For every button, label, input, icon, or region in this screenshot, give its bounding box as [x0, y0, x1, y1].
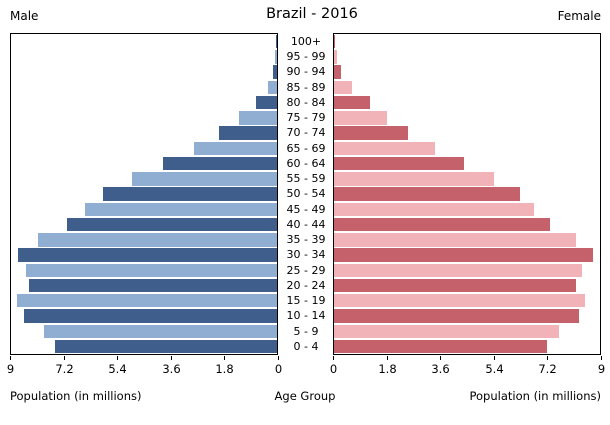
- male-tick-0-label: 0: [274, 362, 283, 376]
- female-tick-0-mark: [333, 356, 334, 360]
- female-tick-7.2-mark: [547, 356, 548, 360]
- male-tick-1.8-mark: [224, 356, 225, 360]
- female-tick-9-label: 9: [597, 362, 606, 376]
- male-bar-0-4: [55, 339, 277, 354]
- male-bar-5-9: [43, 324, 277, 338]
- age-label-15-19: 15 - 19: [286, 294, 326, 308]
- female-plot-area: [333, 33, 601, 355]
- age-label-10-14: 10 - 14: [286, 309, 326, 323]
- male-bar-45-49: [84, 202, 277, 217]
- female-tick-3.6-mark: [440, 356, 441, 360]
- age-label-45-49: 45 - 49: [286, 202, 326, 216]
- male-tick-1.8-label: 1.8: [215, 362, 234, 376]
- female-bar-60-64: [334, 156, 464, 171]
- female-bar-80-84: [334, 95, 370, 110]
- male-tick-0-mark: [278, 356, 279, 360]
- male-bar-35-39: [37, 233, 277, 247]
- male-bar-55-59: [132, 172, 277, 186]
- age-group-axis-label: Age Group: [274, 389, 336, 403]
- age-label-90-94: 90 - 94: [286, 65, 326, 79]
- female-bar-35-39: [334, 233, 577, 247]
- age-label-100plus: 100+: [290, 35, 322, 48]
- female-tick-7.2-label: 7.2: [538, 362, 557, 376]
- age-label-35-39: 35 - 39: [286, 233, 326, 247]
- male-bar-30-34: [18, 248, 277, 262]
- female-bar-50-54: [334, 187, 521, 201]
- chart-title: Brazil - 2016: [266, 6, 358, 22]
- male-tick-3.6-mark: [171, 356, 172, 360]
- age-label-85-89: 85 - 89: [286, 80, 326, 94]
- female-tick-1.8-label: 1.8: [378, 362, 397, 376]
- female-side-label: Female: [557, 9, 601, 23]
- female-tick-3.6-label: 3.6: [431, 362, 450, 376]
- male-bar-75-79: [238, 111, 277, 125]
- male-tick-3.6-label: 3.6: [162, 362, 181, 376]
- age-label-0-4: 0 - 4: [293, 339, 319, 353]
- female-bar-75-79: [334, 111, 388, 125]
- male-tick-7.2-label: 7.2: [55, 362, 74, 376]
- age-label-75-79: 75 - 79: [286, 111, 326, 125]
- age-label-65-69: 65 - 69: [286, 141, 326, 155]
- age-label-25-29: 25 - 29: [286, 263, 326, 277]
- age-label-40-44: 40 - 44: [286, 217, 326, 231]
- age-label-30-34: 30 - 34: [286, 248, 326, 262]
- female-bar-20-24: [334, 278, 577, 293]
- male-bar-20-24: [28, 278, 277, 293]
- male-bar-10-14: [24, 309, 277, 323]
- age-label-5-9: 5 - 9: [293, 324, 319, 338]
- male-bar-70-74: [219, 126, 277, 140]
- male-tick-9-mark: [10, 356, 11, 360]
- female-bar-95-99: [334, 50, 337, 64]
- female-bar-70-74: [334, 126, 408, 140]
- male-bar-95-99: [275, 50, 277, 64]
- female-bar-85-89: [334, 80, 352, 95]
- male-bar-25-29: [25, 263, 277, 277]
- age-label-80-84: 80 - 84: [286, 95, 326, 109]
- male-bar-100plus: [276, 35, 277, 49]
- male-bar-85-89: [268, 80, 277, 95]
- female-tick-1.8-mark: [387, 356, 388, 360]
- age-label-55-59: 55 - 59: [286, 172, 326, 186]
- male-bar-80-84: [255, 95, 277, 110]
- female-bar-55-59: [334, 172, 494, 186]
- female-bar-45-49: [334, 202, 534, 217]
- male-tick-5.4-mark: [117, 356, 118, 360]
- female-bar-65-69: [334, 141, 435, 156]
- female-bar-10-14: [334, 309, 580, 323]
- female-tick-5.4-label: 5.4: [485, 362, 504, 376]
- female-bar-90-94: [334, 65, 341, 79]
- female-tick-5.4-mark: [494, 356, 495, 360]
- female-bar-25-29: [334, 263, 583, 277]
- male-side-label: Male: [10, 9, 39, 23]
- female-bar-40-44: [334, 217, 550, 232]
- female-bar-5-9: [334, 324, 559, 338]
- age-label-70-74: 70 - 74: [286, 126, 326, 140]
- male-plot-area: [10, 33, 278, 355]
- female-bar-100plus: [334, 35, 336, 49]
- age-group-axis: 100+ 95 - 99 90 - 94 85 - 89 80 - 84 75 - 79 7…: [279, 33, 333, 355]
- age-label-95-99: 95 - 99: [286, 50, 326, 64]
- female-bar-15-19: [334, 294, 586, 308]
- male-tick-9-label: 9: [6, 362, 15, 376]
- male-bar-60-64: [163, 156, 277, 171]
- female-tick-9-mark: [601, 356, 602, 360]
- male-bar-90-94: [272, 65, 277, 79]
- male-bar-15-19: [16, 294, 277, 308]
- age-label-60-64: 60 - 64: [286, 156, 326, 170]
- female-axis-label: Population (in millions): [469, 389, 602, 403]
- age-label-50-54: 50 - 54: [286, 187, 326, 201]
- male-bar-65-69: [194, 141, 277, 156]
- male-bar-50-54: [102, 187, 277, 201]
- female-bar-30-34: [334, 248, 593, 262]
- male-bar-40-44: [67, 217, 277, 232]
- age-label-20-24: 20 - 24: [286, 278, 326, 292]
- female-tick-0-label: 0: [329, 362, 338, 376]
- female-bar-0-4: [334, 339, 547, 354]
- male-tick-5.4-label: 5.4: [108, 362, 127, 376]
- male-axis-label: Population (in millions): [10, 389, 142, 403]
- male-tick-7.2-mark: [64, 356, 65, 360]
